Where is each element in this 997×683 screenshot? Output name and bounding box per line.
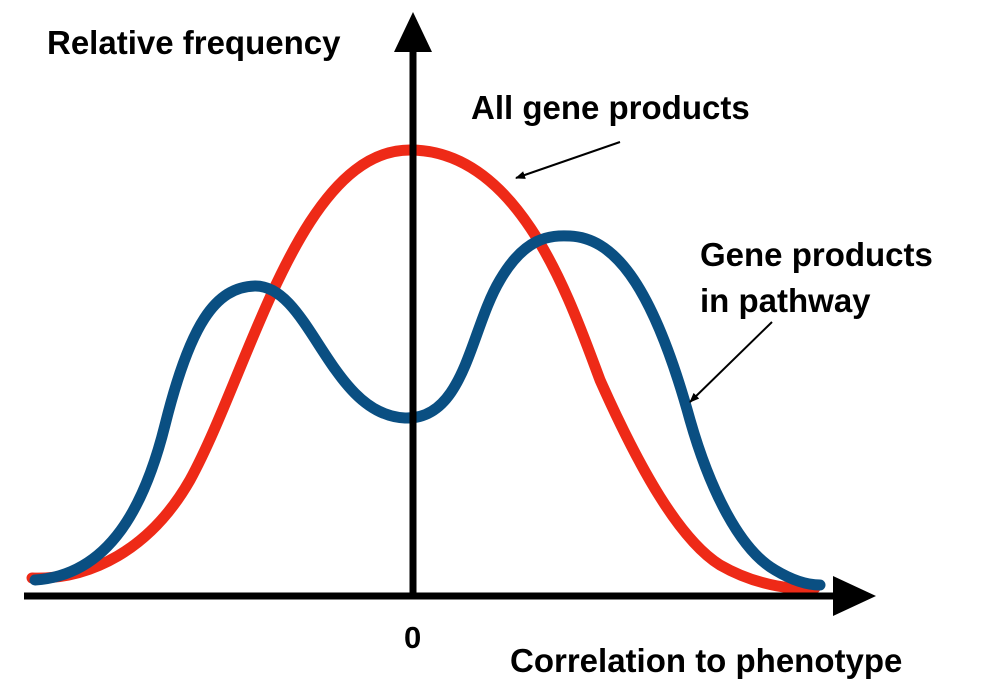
all-gene-products-pointer-arrow — [515, 141, 621, 179]
all-gene-products-curve — [26, 144, 821, 595]
y-axis-label: Relative frequency — [47, 24, 341, 61]
pathway-pointer-arrow — [689, 321, 773, 403]
pathway-label-line2: in pathway — [700, 282, 871, 319]
all-gene-products-label: All gene products — [471, 89, 750, 126]
y-axis-arrowhead — [394, 12, 432, 52]
x-axis-arrowhead — [833, 576, 876, 616]
pathway-gene-products-curve — [29, 230, 826, 591]
pathway-label-line1: Gene products — [700, 236, 933, 273]
x-axis-label: Correlation to phenotype — [510, 642, 903, 679]
pathway-label: Gene products in pathway — [700, 232, 933, 324]
x-axis-origin-tick: 0 — [404, 620, 422, 655]
